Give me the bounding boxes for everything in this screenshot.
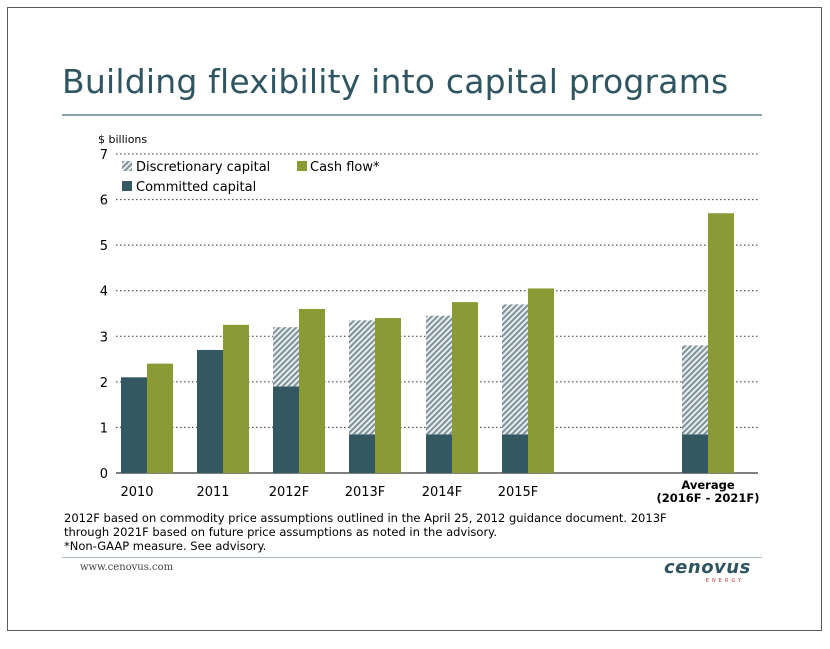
bar-committed	[121, 377, 147, 473]
legend-label-cashflow: Cash flow*	[310, 160, 380, 175]
y-tick-label: 5	[100, 239, 108, 254]
legend-swatch-discretionary	[122, 161, 132, 171]
y-tick-label: 6	[100, 194, 108, 209]
bar-discretionary	[682, 345, 708, 435]
x-tick-label: Average	[681, 478, 734, 492]
bars	[121, 213, 734, 473]
bar-committed	[426, 434, 452, 473]
bar-cashflow	[528, 288, 554, 473]
bar-committed	[502, 434, 528, 473]
y-tick-label: 0	[100, 467, 108, 482]
cenovus-logo: cenovus ENERGY	[664, 557, 751, 585]
footnote-line-3: *Non-GAAP measure. See advisory.	[64, 539, 267, 553]
logo-subtext: ENERGY	[705, 578, 744, 584]
x-tick-label: 2010	[120, 485, 153, 500]
bar-committed	[273, 386, 299, 473]
x-tick-label: (2016F - 2021F)	[656, 491, 759, 505]
bar-committed	[197, 349, 223, 473]
legend: Discretionary capital Cash flow* Committ…	[122, 160, 380, 195]
x-tick-label: 2011	[196, 485, 229, 500]
footnote-line-2: through 2021F based on future price assu…	[64, 525, 497, 539]
y-tick-label: 7	[100, 148, 108, 163]
y-tick-label: 1	[100, 421, 108, 436]
bar-committed	[349, 434, 375, 473]
x-tick-label: 2012F	[269, 485, 310, 500]
bar-cashflow	[299, 308, 325, 473]
y-tick-label: 3	[100, 330, 108, 345]
x-tick-label: 2013F	[345, 485, 386, 500]
bar-cashflow	[147, 363, 173, 473]
bar-cashflow	[452, 302, 478, 473]
bar-discretionary	[349, 320, 375, 435]
footnote: 2012F based on commodity price assumptio…	[64, 511, 667, 553]
legend-label-committed: Committed capital	[136, 180, 256, 195]
bar-discretionary	[426, 315, 452, 435]
y-tick-label: 4	[100, 285, 108, 300]
slide-frame	[7, 7, 822, 631]
footer-divider	[62, 557, 762, 558]
legend-label-discretionary: Discretionary capital	[136, 160, 270, 175]
bar-committed	[682, 434, 708, 473]
page-title: Building flexibility into capital progra…	[62, 62, 729, 101]
bar-discretionary	[502, 304, 528, 435]
bar-cashflow	[375, 318, 401, 473]
y-axis-label: $ billions	[98, 133, 147, 146]
logo-wordmark: cenovus	[664, 557, 751, 578]
footer-url[interactable]: www.cenovus.com	[80, 562, 174, 573]
title-divider	[62, 114, 762, 116]
footnote-line-1: 2012F based on commodity price assumptio…	[64, 511, 667, 525]
x-axis-ticks: 2010 2011 2012F 2013F 2014F 2015F Average(2016…	[120, 478, 759, 505]
y-tick-label: 2	[100, 376, 108, 391]
bar-cashflow	[708, 213, 734, 473]
bar-cashflow	[223, 324, 249, 473]
x-tick-label: 2015F	[498, 485, 539, 500]
bar-discretionary	[273, 327, 299, 387]
legend-swatch-committed	[122, 181, 132, 191]
y-axis-ticks: 0 1 2 3 4 5 6 7	[100, 148, 108, 482]
legend-swatch-cashflow	[297, 161, 307, 171]
x-tick-label: 2014F	[422, 485, 463, 500]
